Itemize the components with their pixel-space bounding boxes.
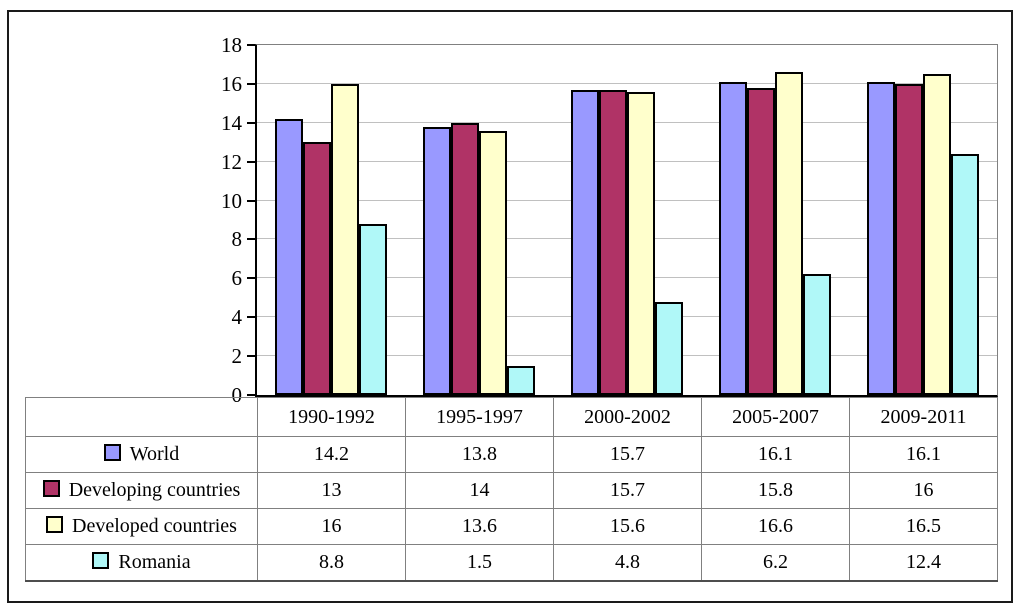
bar-developed-countries <box>627 92 655 395</box>
legend-item: Developing countries <box>25 472 258 509</box>
y-axis-label: 0 <box>231 383 243 407</box>
y-axis-label: 12 <box>221 149 242 174</box>
table-value: 13.6 <box>405 508 554 545</box>
legend-item: Romania <box>25 544 258 582</box>
y-axis-label: 14 <box>221 110 242 135</box>
table-value: 12.4 <box>849 544 998 582</box>
table-value: 6.2 <box>701 544 850 582</box>
legend-swatch <box>46 516 64 533</box>
legend-label: World <box>129 443 180 465</box>
grid-line <box>257 82 997 84</box>
table-value: 15.7 <box>553 472 702 509</box>
bar-world <box>571 90 599 395</box>
bar-romania <box>507 366 535 395</box>
table-value: 15.6 <box>553 508 702 545</box>
table-value: 4.8 <box>553 544 702 582</box>
bar-developed-countries <box>479 131 507 395</box>
legend-item: World <box>25 436 258 473</box>
y-axis-tick <box>247 44 255 46</box>
y-axis-tick <box>247 82 255 85</box>
y-axis-tick <box>247 160 255 163</box>
bar-romania <box>655 302 683 395</box>
bar-world <box>275 119 303 395</box>
bar-developing-countries <box>747 88 775 395</box>
table-value: 15.8 <box>701 472 850 509</box>
table-value: 8.8 <box>257 544 406 582</box>
table-corner-cell <box>25 397 258 437</box>
bar-world <box>867 82 895 395</box>
table-value: 16 <box>257 508 406 545</box>
category-label: 2000-2002 <box>553 397 702 437</box>
y-axis-label: 10 <box>221 188 242 213</box>
table-value: 13.8 <box>405 436 554 473</box>
bar-world <box>423 127 451 395</box>
y-axis-tick <box>247 394 255 396</box>
category-label: 2005-2007 <box>701 397 850 437</box>
y-axis-label: 16 <box>221 71 242 96</box>
bar-world <box>719 82 747 395</box>
series-row: Developing countries 13 14 15.7 15.8 16 <box>25 472 998 509</box>
bar-developing-countries <box>303 142 331 395</box>
table-value: 14.2 <box>257 436 406 473</box>
table-value: 16.1 <box>701 436 850 473</box>
category-label: 1995-1997 <box>405 397 554 437</box>
bar-romania <box>951 154 979 395</box>
y-axis-label: 6 <box>231 266 243 291</box>
bar-developing-countries <box>895 84 923 395</box>
bar-developed-countries <box>775 72 803 395</box>
bar-romania <box>359 224 387 395</box>
bar-romania <box>803 274 831 395</box>
table-value: 1.5 <box>405 544 554 582</box>
y-axis-label: 8 <box>231 227 243 252</box>
y-axis-tick <box>247 316 255 319</box>
category-label: 1990-1992 <box>257 397 406 437</box>
series-row: Developed countries 16 13.6 15.6 16.6 16.5 <box>25 508 998 545</box>
table-value: 16.1 <box>849 436 998 473</box>
legend-item: Developed countries <box>25 508 258 545</box>
y-axis-label: 18 <box>221 33 242 57</box>
y-axis-tick <box>247 277 255 280</box>
legend-swatch <box>92 552 110 569</box>
data-table: 1990-1992 1995-1997 2000-2002 2005-2007 2009… <box>25 397 998 582</box>
table-value: 16.5 <box>849 508 998 545</box>
category-label: 2009-2011 <box>849 397 998 437</box>
legend-label: Developing countries <box>68 479 241 501</box>
table-value: 15.7 <box>553 436 702 473</box>
bar-developed-countries <box>923 74 951 395</box>
figure-border <box>7 10 1013 603</box>
table-value: 16.6 <box>701 508 850 545</box>
bar-developed-countries <box>331 84 359 395</box>
legend-swatch <box>42 480 60 497</box>
y-axis-label: 2 <box>231 344 243 369</box>
y-axis-tick <box>247 199 255 202</box>
table-value: 13 <box>257 472 406 509</box>
table-value: 14 <box>405 472 554 509</box>
category-row: 1990-1992 1995-1997 2000-2002 2005-2007 2009… <box>25 397 998 437</box>
bar-developing-countries <box>451 123 479 395</box>
y-axis-tick <box>247 355 255 358</box>
series-row: World 14.2 13.8 15.7 16.1 16.1 <box>25 436 998 473</box>
table-value: 16 <box>849 472 998 509</box>
y-axis-label: 4 <box>231 305 243 330</box>
y-axis-tick <box>247 121 255 124</box>
bar-developing-countries <box>599 90 627 395</box>
legend-label: Developed countries <box>72 515 237 537</box>
plot-area <box>255 44 998 397</box>
legend-label: Romania <box>118 551 191 573</box>
legend-swatch <box>103 444 121 461</box>
y-axis-tick <box>247 238 255 241</box>
series-row: Romania 8.8 1.5 4.8 6.2 12.4 <box>25 544 998 582</box>
